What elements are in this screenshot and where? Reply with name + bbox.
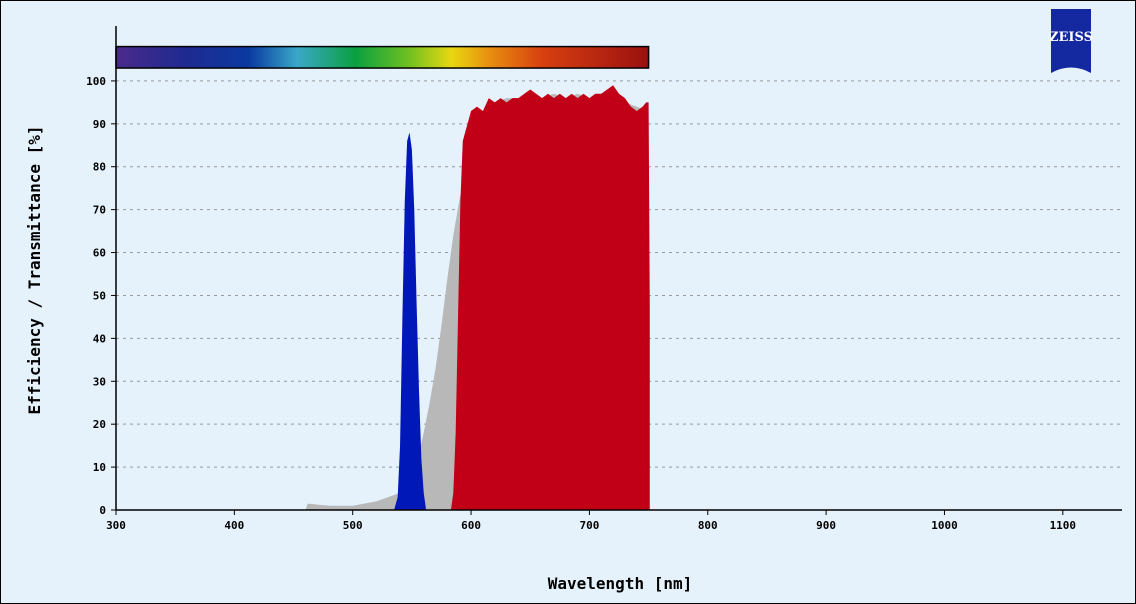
y-tick-labels: 0 10 20 30 40 50 60 70 80 90 100 — [86, 75, 106, 517]
zeiss-logo: ZEISS — [1049, 9, 1093, 73]
y-tick-label: 60 — [93, 247, 106, 260]
y-axis-title: Efficiency / Transmittance [%] — [25, 126, 44, 415]
zeiss-logo-shape — [1051, 9, 1091, 73]
x-tick-label: 700 — [579, 519, 599, 532]
x-tick-label: 400 — [224, 519, 244, 532]
y-tick-label: 80 — [93, 161, 106, 174]
y-tick-label: 90 — [93, 118, 106, 131]
series-area-2 — [394, 132, 427, 510]
zeiss-logo-text: ZEISS — [1049, 30, 1093, 45]
y-tick-label: 50 — [93, 289, 106, 302]
y-tick-label: 20 — [93, 418, 106, 431]
x-tick-label: 600 — [461, 519, 481, 532]
x-tick-label: 800 — [698, 519, 718, 532]
axes — [111, 26, 1122, 515]
x-tick-label: 900 — [816, 519, 836, 532]
y-tick-label: 10 — [93, 461, 106, 474]
y-tick-label: 100 — [86, 75, 106, 88]
y-tick-label: 0 — [99, 504, 106, 517]
x-tick-labels: 300 400 500 600 700 800 900 1000 1100 — [106, 519, 1076, 532]
x-tick-label: 1000 — [931, 519, 958, 532]
y-tick-label: 30 — [93, 375, 106, 388]
series-areas — [305, 85, 650, 511]
x-tick-label: 300 — [106, 519, 126, 532]
spectrum-color-bar — [115, 45, 650, 69]
y-tick-label: 70 — [93, 204, 106, 217]
x-tick-label: 1100 — [1050, 519, 1077, 532]
x-tick-label: 500 — [343, 519, 363, 532]
y-tick-label: 40 — [93, 332, 106, 345]
series-area-1 — [450, 85, 650, 510]
x-axis-title: Wavelength [nm] — [548, 574, 693, 593]
